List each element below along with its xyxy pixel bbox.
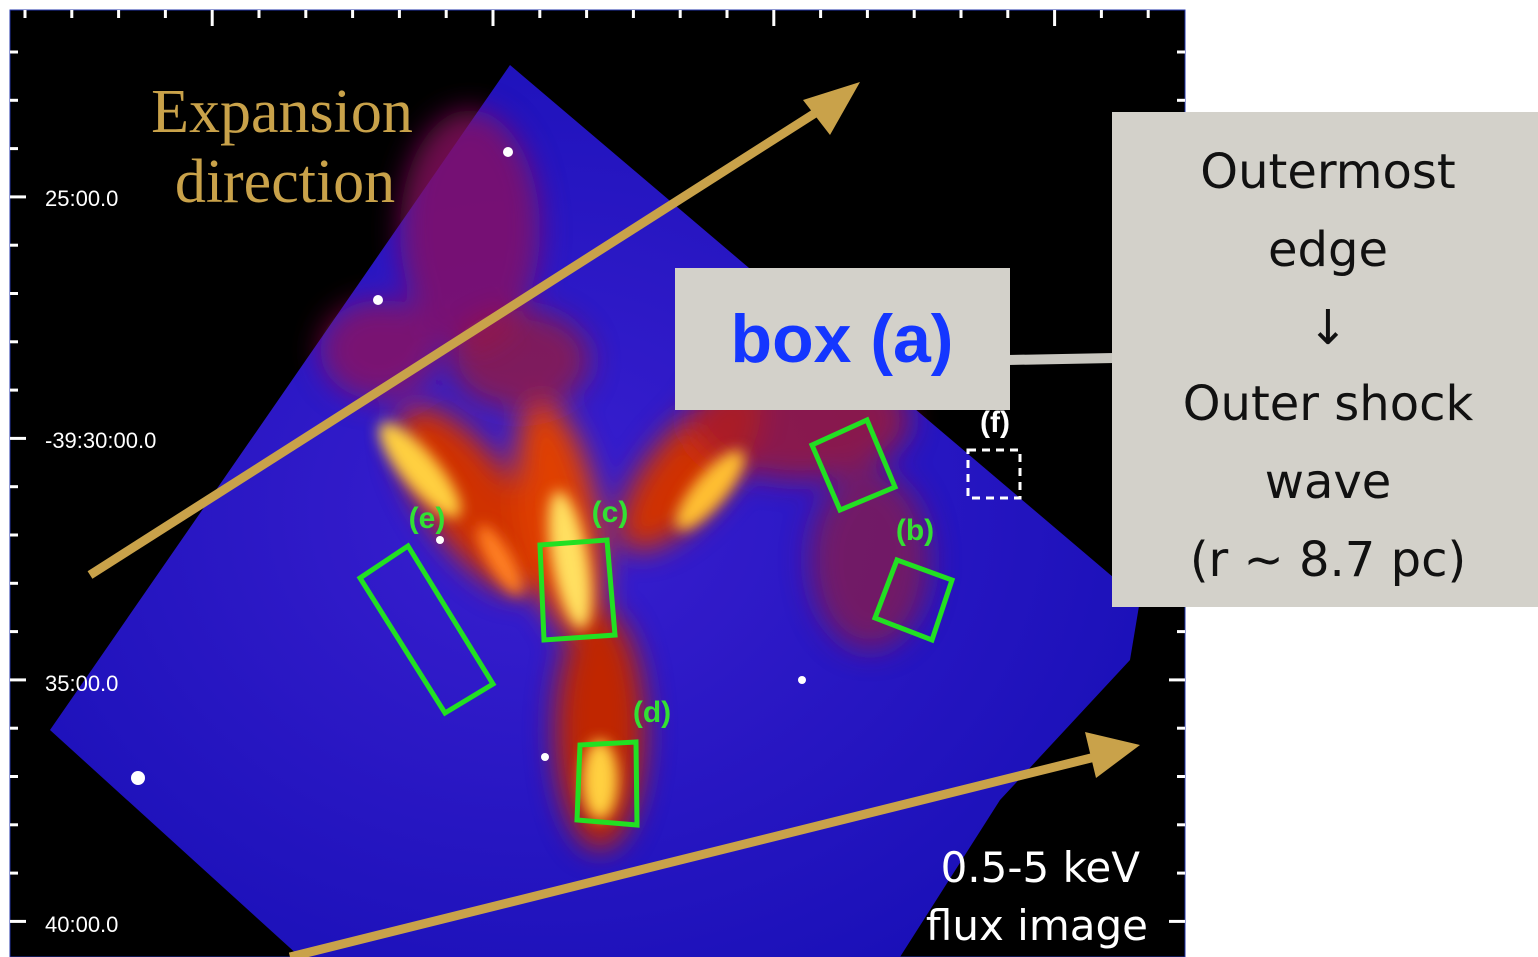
y-tick-label: -39:30:00.0 <box>45 428 156 453</box>
region-label: (c) <box>592 496 629 529</box>
region-label: (d) <box>633 696 671 729</box>
y-tick-label: 25:00.0 <box>45 186 118 211</box>
y-tick-label: 40:00.0 <box>45 912 118 937</box>
callout-text: Outer shock <box>1183 376 1474 432</box>
energy-label: flux image <box>926 901 1148 950</box>
region-label: (f) <box>980 406 1010 439</box>
callout-text: (r ~ 8.7 pc) <box>1190 532 1466 588</box>
expansion-label: Expansion <box>151 78 413 146</box>
callout-text: ↓ <box>1308 300 1348 356</box>
box-a-label: box (a) <box>731 301 954 377</box>
region-label: (e) <box>409 502 446 535</box>
callout-text: edge <box>1268 222 1388 278</box>
page: flux image {"axis": {"y_labels": ["25:00… <box>0 0 1538 957</box>
body: (e) (c) (d) (b) (f) 25:00.0 -39:30:00.0 … <box>0 0 1538 957</box>
y-tick-label: 35:00.0 <box>45 671 118 696</box>
expansion-label: direction <box>175 148 395 216</box>
connector <box>1008 358 1114 360</box>
region-label: (b) <box>896 514 934 547</box>
figure: (e) (c) (d) (b) (f) 25:00.0 -39:30:00.0 … <box>0 0 1538 957</box>
callout-text: Outermost <box>1200 144 1455 200</box>
callout-text: wave <box>1265 454 1392 510</box>
energy-label: 0.5-5 keV <box>941 843 1141 892</box>
